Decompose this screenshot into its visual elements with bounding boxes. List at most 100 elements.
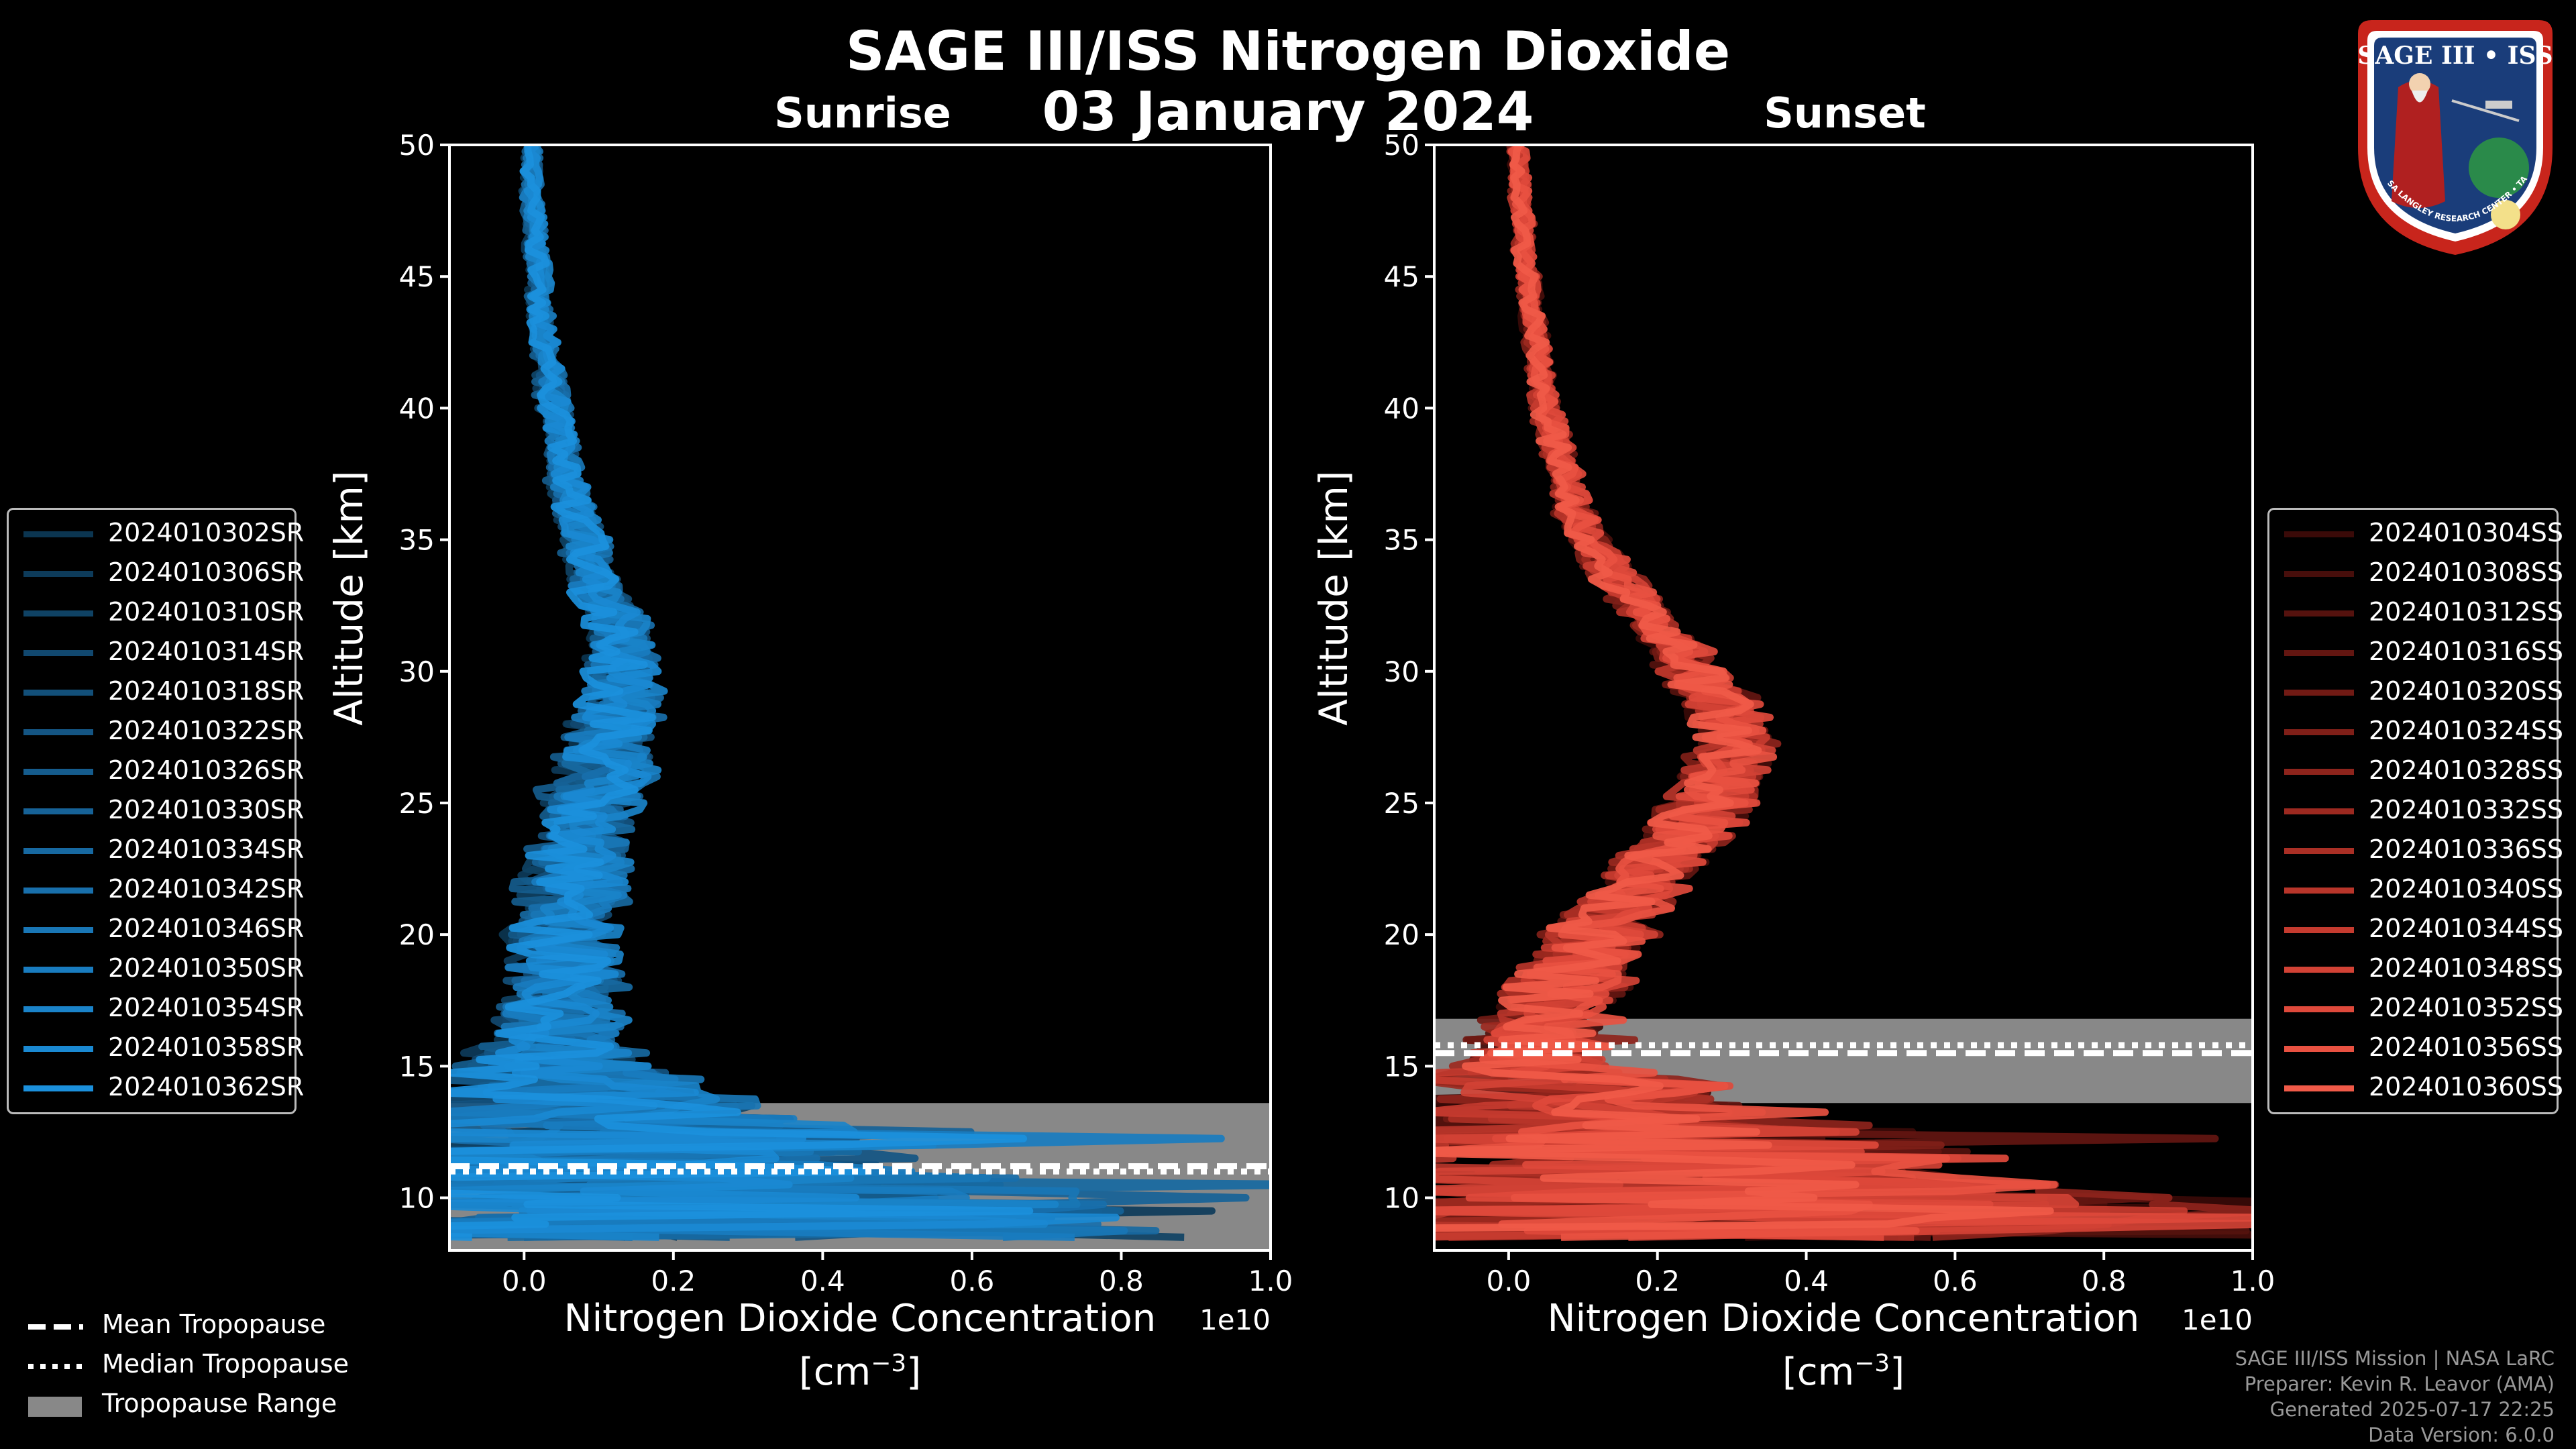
sunrise-y-axis-label: Altitude [km] [326,470,372,725]
sunrise-legend-swatch [23,1085,93,1091]
sunrise-legend-label: 2024010350SR [108,953,305,983]
sunset-legend-swatch [2284,848,2354,854]
sunset-legend-label: 2024010324SS [2369,716,2564,745]
sunrise-chart: 10 15 20 25 30 35 40 45 50 0.0 0.2 0.4 0.6 0.8 1.0 1e10… [326,129,1293,1395]
sunrise-legend-swatch [23,610,93,616]
sunrise-legend-entry: 2024010310SR [9,593,304,633]
sunrise-legend-swatch [23,531,93,537]
median-tropopause-swatch [28,1364,83,1369]
sunset-legend-entry: 2024010352SS [2269,989,2563,1028]
sunset-legend: 2024010304SS 2024010308SS 2024010312SS 2024… [2267,508,2563,1114]
credit-preparer: Preparer: Kevin R. Leavor (AMA) [2244,1373,2555,1395]
sunset-ytick-label-45: 45 [1384,260,1419,293]
sunset-legend-label: 2024010356SS [2369,1032,2564,1062]
sunrise-legend-entry: 2024010306SR [9,553,304,593]
sunrise-series-group [449,145,1271,1241]
credit-generated: Generated 2025-07-17 22:25 [2269,1398,2555,1421]
sunrise-axes-frame [448,144,1272,1252]
sunrise-ytick-label-25: 25 [399,787,435,820]
sunset-legend-label: 2024010360SS [2369,1072,2564,1102]
sunset-legend-entry: 2024010348SS [2269,949,2563,989]
sunrise-legend-entry: 2024010326SR [9,751,304,791]
sunrise-legend-label: 2024010358SR [108,1032,305,1062]
sunset-ytick-label-30: 30 [1384,655,1419,688]
sunset-legend-label: 2024010336SS [2369,835,2564,864]
sunset-legend-swatch [2284,967,2354,973]
sunrise-legend-swatch [23,571,93,577]
sunset-legend-entry: 2024010312SS [2269,593,2563,633]
figure-date: 03 January 2024 [1042,80,1534,143]
sunrise-legend-entry: 2024010302SR [9,514,304,553]
sunrise-legend-entry: 2024010346SR [9,910,304,949]
sunset-legend-entry: 2024010356SS [2269,1028,2563,1068]
mean-tropopause-label: Mean Tropopause [102,1309,326,1339]
sunrise-xtick-label-0.2: 0.2 [651,1265,696,1297]
sunset-legend-entry: 2024010304SS [2269,514,2563,553]
sunrise-legend-swatch [23,769,93,775]
sunset-legend-label: 2024010340SS [2369,874,2564,904]
sunrise-legend-label: 2024010302SR [108,518,305,547]
sunset-xtick-label-1: 1.0 [2231,1265,2275,1297]
credit-version: Data Version: 6.0.0 [2368,1424,2555,1446]
sunset-legend-swatch [2284,610,2354,616]
sunrise-legend-swatch [23,729,93,735]
sunset-panel-title: Sunset [1764,89,1926,138]
sunrise-legend-label: 2024010322SR [108,716,305,745]
sunrise-legend-label: 2024010342SR [108,874,305,904]
sunset-legend-swatch [2284,1006,2354,1012]
figure-title: SAGE III/ISS Nitrogen Dioxide [845,20,1731,83]
sunset-legend-entry: 2024010340SS [2269,870,2563,910]
sunset-legend-swatch [2284,1046,2354,1052]
sunrise-legend-swatch [23,888,93,894]
sunrise-series-2024010342SR [449,145,1108,1241]
sunset-legend-label: 2024010332SS [2369,795,2564,824]
sunrise-legend-label: 2024010330SR [108,795,305,824]
median-tropopause-label: Median Tropopause [102,1349,349,1379]
sunrise-legend-label: 2024010310SR [108,597,305,627]
tropopause-range-label: Tropopause Range [102,1389,337,1418]
sunset-legend-swatch [2284,1085,2354,1091]
sunset-legend-entry: 2024010336SS [2269,830,2563,870]
sunrise-ytick-label-35: 35 [399,524,435,557]
sunset-legend-label: 2024010348SS [2369,953,2564,983]
sunset-legend-swatch [2284,690,2354,696]
sunset-y-axis-label: Altitude [km] [1311,470,1356,725]
sunrise-legend-entry: 2024010354SR [9,989,304,1028]
sunset-legend-entry: 2024010316SS [2269,633,2563,672]
sunset-legend-entry: 2024010320SS [2269,672,2563,712]
sunrise-legend-entry: 2024010334SR [9,830,304,870]
sunrise-legend-entry: 2024010358SR [9,1028,304,1068]
sunset-x-offset-label: 1e10 [2182,1303,2253,1336]
sunrise-legend-entry: 2024010350SR [9,949,304,989]
sunrise-legend-entry: 2024010330SR [9,791,304,830]
sunset-legend-swatch [2284,808,2354,814]
sunset-legend-swatch [2284,729,2354,735]
tropopause-range-swatch [28,1397,82,1417]
sunset-legend-label: 2024010312SS [2369,597,2564,627]
sunrise-legend-swatch [23,808,93,814]
sunset-ytick-label-35: 35 [1384,524,1419,557]
sunrise-legend-entry: 2024010342SR [9,870,304,910]
sage-iss-logo-icon: SAGE III • ISS BALL • NASA LANGLEY RESEA… [2345,13,2553,255]
sunset-legend-label: 2024010304SS [2369,518,2564,547]
sunset-xtick-label-0.4: 0.4 [1784,1265,1829,1297]
sunrise-legend-swatch [23,927,93,933]
sunset-legend-label: 2024010320SS [2369,676,2564,706]
sunset-legend-label: 2024010328SS [2369,755,2564,785]
credits: SAGE III/ISS Mission | NASA LaRC Prepare… [2235,1346,2555,1448]
sunrise-ytick-label-30: 30 [399,655,435,688]
sunset-series-2024010360SS [1434,145,2054,1232]
sunrise-x-axis-unit: [cm−3] [799,1350,921,1395]
sunset-legend-entry: 2024010344SS [2269,910,2563,949]
sunrise-legend: 2024010302SR 2024010306SR 2024010310SR 2024… [7,508,304,1114]
sunrise-x-offset-label: 1e10 [1199,1303,1271,1336]
sunset-legend-swatch [2284,531,2354,537]
sunset-xtick-label-0: 0.0 [1487,1265,1532,1297]
sunrise-legend-swatch [23,650,93,656]
sunrise-legend-label: 2024010346SR [108,914,305,943]
sunset-legend-label: 2024010352SS [2369,993,2564,1022]
sunset-chart: 10 15 20 25 30 35 40 45 50 0.0 0.2 0.4 0.6 0.8 1.0 1e10… [1311,129,2275,1394]
sunrise-ytick-label-45: 45 [399,260,435,293]
sunrise-legend-label: 2024010314SR [108,637,305,666]
